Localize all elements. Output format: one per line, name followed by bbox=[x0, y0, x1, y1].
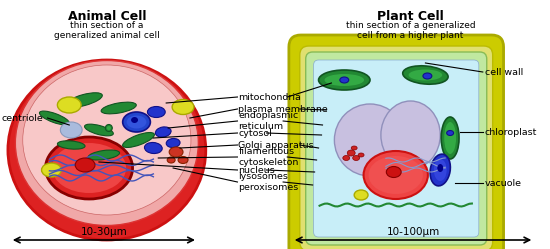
Ellipse shape bbox=[430, 154, 450, 186]
Text: lysosomes
peroxisomes: lysosomes peroxisomes bbox=[239, 172, 299, 192]
Ellipse shape bbox=[354, 190, 368, 200]
Text: Plant Cell: Plant Cell bbox=[377, 10, 444, 23]
Text: chloroplast: chloroplast bbox=[485, 127, 537, 136]
Ellipse shape bbox=[88, 150, 119, 160]
Text: vacuole: vacuole bbox=[485, 179, 522, 187]
Ellipse shape bbox=[15, 61, 199, 226]
Ellipse shape bbox=[347, 150, 355, 156]
FancyBboxPatch shape bbox=[306, 52, 487, 245]
Ellipse shape bbox=[156, 127, 171, 137]
Text: nucleus: nucleus bbox=[239, 166, 275, 175]
Text: centriole: centriole bbox=[2, 114, 44, 123]
Ellipse shape bbox=[334, 104, 405, 176]
Ellipse shape bbox=[358, 153, 364, 157]
Text: 10-100μm: 10-100μm bbox=[387, 227, 440, 237]
Ellipse shape bbox=[353, 155, 360, 161]
Ellipse shape bbox=[40, 111, 69, 125]
FancyBboxPatch shape bbox=[300, 46, 493, 249]
Ellipse shape bbox=[52, 143, 126, 193]
Ellipse shape bbox=[423, 73, 432, 79]
Text: Animal Cell: Animal Cell bbox=[68, 10, 146, 23]
Ellipse shape bbox=[145, 142, 162, 154]
Ellipse shape bbox=[441, 117, 459, 159]
Ellipse shape bbox=[403, 66, 448, 84]
Ellipse shape bbox=[318, 70, 370, 90]
Ellipse shape bbox=[75, 158, 95, 172]
Ellipse shape bbox=[85, 124, 113, 136]
Ellipse shape bbox=[434, 159, 447, 181]
Ellipse shape bbox=[343, 155, 350, 161]
FancyBboxPatch shape bbox=[289, 35, 504, 249]
Ellipse shape bbox=[23, 65, 191, 215]
Ellipse shape bbox=[126, 116, 146, 128]
Ellipse shape bbox=[131, 117, 138, 123]
FancyBboxPatch shape bbox=[314, 60, 479, 237]
Text: Golgi apparatus: Golgi apparatus bbox=[239, 140, 314, 149]
Ellipse shape bbox=[8, 60, 206, 240]
Ellipse shape bbox=[101, 102, 136, 114]
Ellipse shape bbox=[381, 101, 440, 169]
Ellipse shape bbox=[178, 157, 188, 164]
Text: cytosol: cytosol bbox=[239, 128, 272, 137]
Ellipse shape bbox=[166, 138, 180, 147]
Ellipse shape bbox=[437, 164, 443, 172]
Ellipse shape bbox=[147, 107, 165, 118]
Ellipse shape bbox=[57, 141, 85, 149]
Ellipse shape bbox=[364, 151, 428, 199]
Ellipse shape bbox=[169, 147, 183, 157]
Ellipse shape bbox=[386, 167, 401, 178]
Ellipse shape bbox=[42, 163, 62, 177]
Ellipse shape bbox=[123, 132, 155, 147]
Ellipse shape bbox=[368, 156, 423, 194]
Ellipse shape bbox=[447, 130, 454, 135]
Ellipse shape bbox=[57, 97, 81, 113]
Text: cell wall: cell wall bbox=[485, 67, 523, 76]
Ellipse shape bbox=[172, 100, 194, 115]
Ellipse shape bbox=[351, 146, 357, 150]
Ellipse shape bbox=[106, 124, 112, 131]
Ellipse shape bbox=[444, 122, 456, 154]
Ellipse shape bbox=[409, 69, 442, 80]
Text: 10-30μm: 10-30μm bbox=[80, 227, 127, 237]
Text: plasma membrane: plasma membrane bbox=[239, 105, 328, 114]
Text: endoplasmic
reticulum: endoplasmic reticulum bbox=[239, 111, 299, 131]
Text: filamentous
cytoskeleton: filamentous cytoskeleton bbox=[239, 147, 299, 167]
Ellipse shape bbox=[46, 137, 133, 199]
Ellipse shape bbox=[66, 93, 102, 107]
Text: thin section of a generalized
cell from a higher plant: thin section of a generalized cell from … bbox=[346, 21, 475, 40]
Text: thin section of a
generalized animal cell: thin section of a generalized animal cel… bbox=[54, 21, 159, 40]
Ellipse shape bbox=[123, 112, 150, 132]
Ellipse shape bbox=[107, 126, 111, 130]
Text: mitochondria: mitochondria bbox=[239, 92, 301, 102]
Ellipse shape bbox=[324, 74, 364, 86]
Ellipse shape bbox=[167, 157, 175, 163]
Ellipse shape bbox=[340, 77, 349, 83]
Ellipse shape bbox=[60, 122, 82, 138]
